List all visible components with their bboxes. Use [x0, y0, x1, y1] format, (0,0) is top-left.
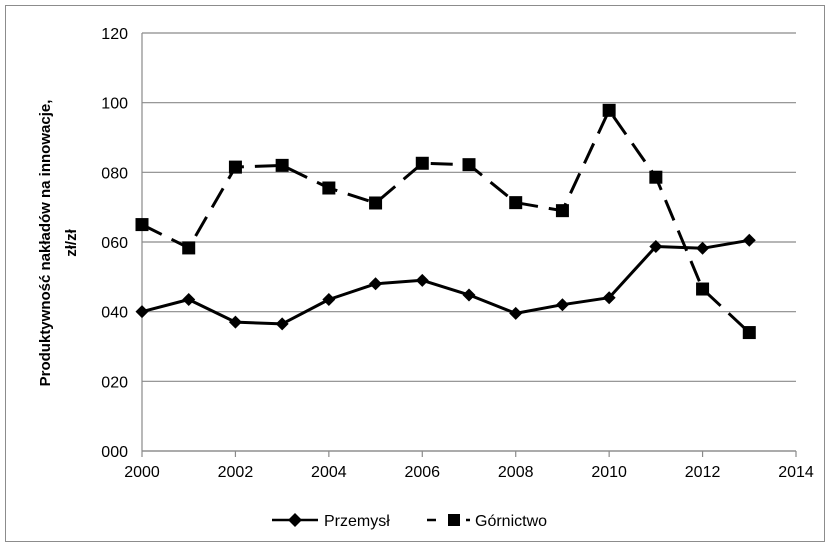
data-point-gornictwo-2000 [135, 218, 149, 232]
x-tick-label-2014: 2014 [778, 464, 814, 481]
x-tick-label-2010: 2010 [591, 464, 627, 481]
data-point-gornictwo-2010 [602, 103, 616, 117]
data-point-gornictwo-2001 [182, 241, 196, 255]
legend: Przemysł Górnictwo [272, 513, 547, 530]
data-point-gornictwo-2003 [275, 158, 289, 172]
series-layer [135, 103, 756, 340]
data-point-przemys-2012 [696, 241, 710, 255]
x-tick-label-2006: 2006 [404, 464, 440, 481]
legend-square-marker [448, 514, 460, 526]
data-point-przemys-2010 [602, 291, 616, 305]
y-tick-label-020: 020 [101, 374, 128, 391]
data-point-przemys-2013 [742, 233, 756, 247]
legend-label-przemysl: Przemysł [324, 513, 390, 530]
legend-diamond-marker [288, 513, 302, 527]
data-point-przemys-2005 [369, 277, 383, 291]
data-point-przemys-2007 [462, 288, 476, 302]
data-point-przemys-2000 [135, 305, 149, 319]
data-point-przemys-2001 [182, 292, 196, 306]
data-point-przemys-2011 [649, 240, 663, 254]
data-point-gornictwo-2007 [462, 158, 476, 172]
y-tick-label-060: 060 [101, 235, 128, 252]
series-line-przemys [141, 238, 750, 326]
data-point-gornictwo-2008 [509, 196, 523, 210]
x-tick-label-2008: 2008 [498, 464, 534, 481]
data-point-przemys-2006 [415, 273, 429, 287]
data-point-gornictwo-2009 [555, 204, 569, 218]
gridlines [142, 32, 796, 452]
data-point-gornictwo-2013 [742, 326, 756, 340]
data-point-przemys-2008 [509, 306, 523, 320]
data-point-przemys-2003 [275, 317, 289, 331]
y-tick-label-040: 040 [101, 305, 128, 322]
x-tick-labels: 2000 2002 2004 2006 2008 2010 2012 2014 [124, 464, 814, 481]
data-point-gornictwo-2012 [696, 282, 710, 296]
x-tick-label-2012: 2012 [685, 464, 721, 481]
data-point-gornictwo-2011 [649, 170, 663, 184]
y-tick-labels: 000 020 040 060 080 100 120 [101, 26, 128, 461]
legend-item-przemysl: Przemysł [272, 513, 390, 530]
axes [141, 33, 797, 457]
x-tick-label-2000: 2000 [124, 464, 160, 481]
x-tick-label-2002: 2002 [218, 464, 254, 481]
data-point-gornictwo-2005 [369, 196, 383, 210]
data-point-gornictwo-2006 [415, 156, 429, 170]
y-tick-label-100: 100 [101, 96, 128, 113]
y-tick-label-120: 120 [101, 26, 128, 43]
data-point-przemys-2004 [322, 292, 336, 306]
legend-label-gornictwo: Górnictwo [475, 513, 547, 530]
x-tick-label-2004: 2004 [311, 464, 347, 481]
y-tick-label-000: 000 [101, 444, 128, 461]
y-axis-label-line1: Produktywność nakładów na innowacje, [37, 100, 54, 387]
legend-item-gornictwo: Górnictwo [427, 513, 547, 530]
y-axis-label-line2: zł/zł [63, 228, 80, 256]
data-point-przemys-2009 [555, 298, 569, 312]
y-tick-label-080: 080 [101, 165, 128, 182]
data-point-gornictwo-2004 [322, 181, 336, 195]
data-point-gornictwo-2002 [228, 160, 242, 174]
series-line-gornictwo [141, 108, 751, 334]
data-point-przemys-2002 [228, 315, 242, 329]
